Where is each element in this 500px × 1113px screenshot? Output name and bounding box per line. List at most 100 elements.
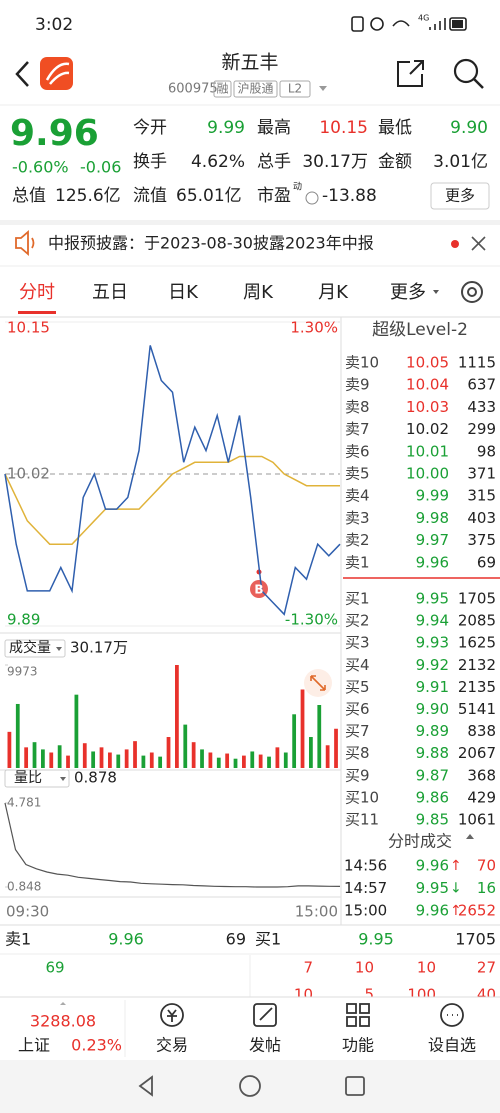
trade-dir: ↑	[450, 903, 462, 919]
bid-price: 9.89	[416, 722, 449, 740]
trade-price: 9.96	[416, 857, 449, 875]
ask-volume: 315	[467, 487, 496, 505]
tab[interactable]: 更多	[390, 282, 426, 303]
volume-bar	[258, 754, 263, 768]
trade-time: 15:00	[344, 902, 387, 920]
tab[interactable]: 分时	[19, 282, 55, 303]
volume-bar	[91, 751, 96, 768]
expand-button[interactable]	[304, 669, 332, 697]
bid-price: 9.95	[358, 930, 394, 949]
bid-price: 9.90	[416, 700, 449, 718]
badge: 沪股通	[237, 82, 273, 96]
recent-key[interactable]	[345, 1076, 365, 1096]
tab[interactable]: 五日	[92, 282, 128, 303]
index-change[interactable]: 0.23%	[71, 1036, 122, 1055]
bid-volume: 2067	[458, 744, 496, 762]
stock-code: 600975	[168, 82, 218, 97]
trade-time: 14:56	[344, 857, 387, 875]
ask-price: 10.00	[406, 465, 449, 483]
volume-bar	[216, 757, 221, 768]
trade-dir: ↓	[450, 881, 462, 897]
trade-dir: ↑	[450, 858, 462, 874]
bid-queue: 27	[477, 959, 496, 977]
bid-queue: 10	[355, 959, 374, 977]
settings-button[interactable]	[461, 281, 483, 303]
tab-underline	[18, 311, 56, 314]
y-tick-label: 9973	[7, 665, 38, 679]
trades-title: 分时成交	[388, 832, 452, 851]
nav-item[interactable]: 发帖	[249, 1036, 281, 1055]
tab[interactable]: 月K	[318, 282, 349, 303]
more-button-frame[interactable]	[430, 182, 490, 210]
bid-price: 9.92	[416, 656, 449, 674]
volume-bar	[183, 724, 188, 768]
volume-bar	[325, 745, 330, 768]
volume-bar	[309, 737, 313, 768]
bid-price: 9.95	[416, 590, 449, 608]
buy-marker-label: B	[254, 583, 263, 597]
volume-bar	[41, 749, 45, 768]
ask-label: 卖7	[345, 420, 370, 438]
volume-bar	[7, 731, 12, 768]
nav-icons[interactable]	[160, 1003, 464, 1027]
ask-volume: 375	[467, 531, 496, 549]
volume-title[interactable]: 成交量	[9, 639, 51, 656]
tab[interactable]: 周K	[243, 282, 274, 303]
search-button[interactable]	[453, 58, 484, 89]
expand-icon[interactable]	[466, 834, 474, 839]
index-name[interactable]: 上证	[18, 1036, 50, 1055]
volume-bar	[82, 743, 87, 768]
volume-total: 30.17万	[70, 639, 128, 657]
badge: 融	[216, 82, 228, 96]
notice-text[interactable]: 中报预披露：于2023-08-30披露2023年中报	[48, 234, 374, 253]
share-button[interactable]	[397, 60, 424, 87]
y-tick-label: 4.781	[7, 796, 41, 810]
bid-label: 买7	[345, 722, 370, 740]
ratio-selector[interactable]	[4, 769, 70, 788]
volume-bar	[116, 754, 121, 768]
ask-queue: 69	[45, 959, 64, 977]
volume-bar	[57, 745, 62, 768]
bid-price: 9.88	[416, 744, 449, 762]
dropdown-icon[interactable]	[319, 86, 327, 91]
nav-item[interactable]: 设自选	[428, 1036, 476, 1055]
info-icon[interactable]	[305, 191, 319, 205]
stat-value: -13.88	[322, 186, 377, 206]
volume-bar	[225, 753, 230, 768]
volume-bar	[233, 758, 238, 768]
volume-bar	[66, 755, 70, 768]
index-value[interactable]: 3288.08	[30, 1012, 96, 1031]
back-button[interactable]	[15, 61, 29, 87]
bid-volume: 1625	[458, 634, 496, 652]
bid-label: 买4	[345, 656, 370, 674]
nav-item[interactable]: 功能	[342, 1036, 374, 1055]
ask-price: 9.96	[416, 553, 449, 571]
ask-volume: 69	[226, 930, 246, 949]
bid-label: 买8	[345, 744, 370, 762]
volume-bar	[292, 714, 297, 768]
collapse-icon[interactable]	[60, 1002, 66, 1005]
volume-bar	[317, 704, 322, 768]
dropdown-icon[interactable]	[433, 290, 439, 294]
volume-bar	[149, 752, 154, 768]
back-key[interactable]	[138, 1075, 153, 1097]
nav-item[interactable]: 交易	[156, 1036, 188, 1055]
tab[interactable]: 日K	[168, 282, 199, 303]
badge-frame	[213, 80, 232, 98]
ratio-title[interactable]: 量比	[14, 770, 42, 786]
ask-volume: 1115	[458, 354, 496, 372]
stat-value: 3.01亿	[433, 152, 488, 172]
volume-selector[interactable]	[4, 639, 66, 658]
home-key[interactable]	[239, 1075, 261, 1097]
trade-time: 14:57	[344, 879, 387, 897]
bid-queue: 5	[364, 986, 374, 1004]
volume-bar	[108, 752, 112, 768]
more-button[interactable]: 更多	[445, 187, 475, 205]
ask-price: 10.02	[406, 420, 449, 438]
close-button[interactable]	[471, 236, 486, 251]
volume-bar	[283, 752, 288, 768]
stat-value: 4.62%	[191, 152, 245, 172]
bid-label: 买11	[345, 811, 379, 829]
clock: 3:02	[35, 15, 73, 35]
